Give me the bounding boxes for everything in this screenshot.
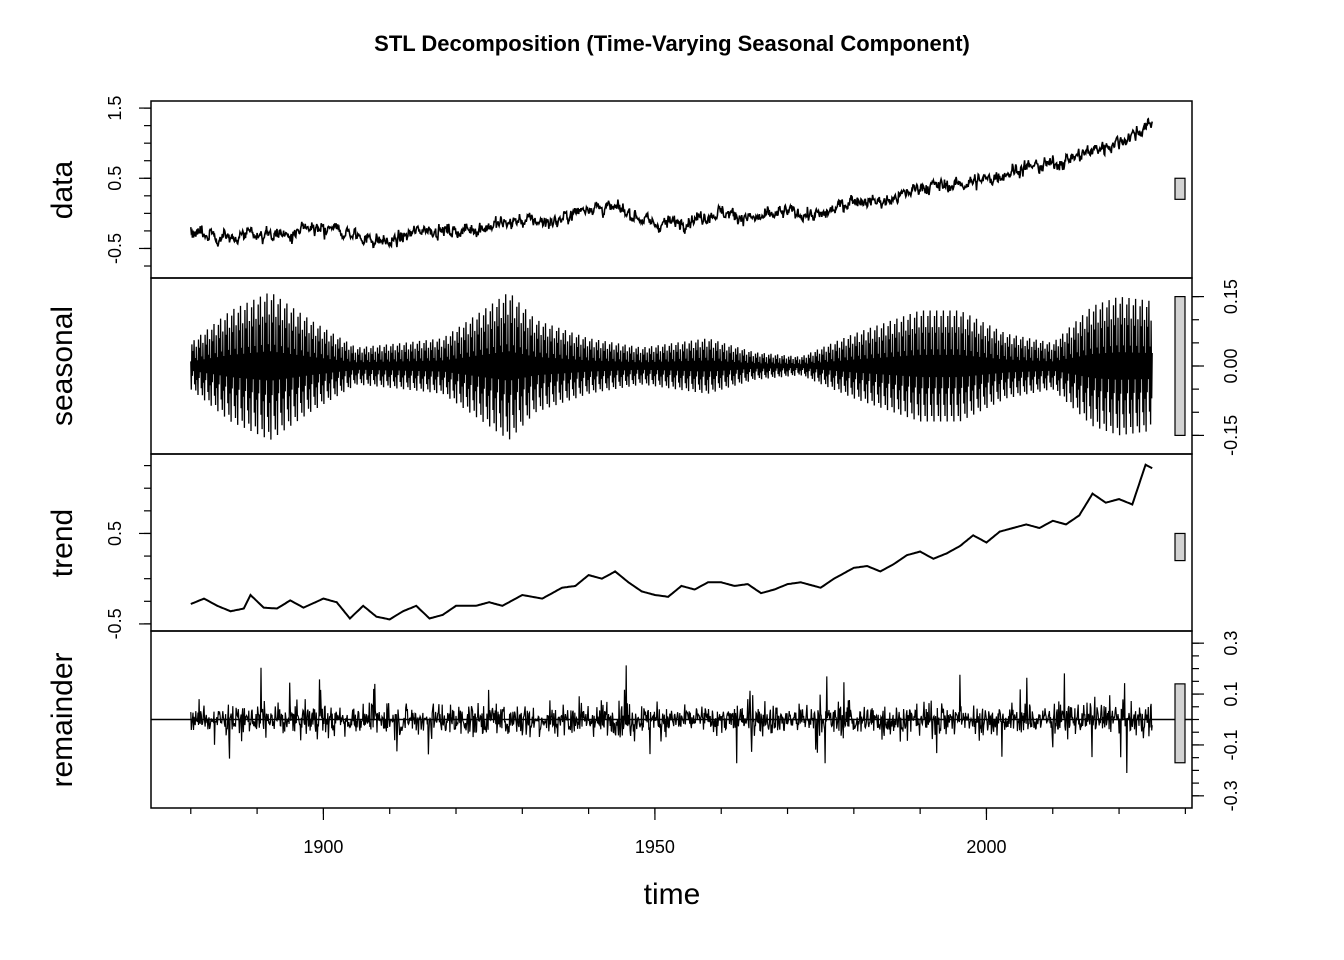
x-axis: 1900 1950 2000	[190, 808, 1186, 857]
panel-data-scale-bar	[1174, 177, 1186, 200]
panel-data-tick-label: 1.5	[105, 96, 125, 121]
panel-remainder-tick-label: -0.3	[1221, 780, 1241, 811]
panel-trend-scale-bar	[1174, 532, 1186, 562]
panel-trend-label: trend	[46, 509, 79, 577]
panel-remainder-scale-bar	[1174, 683, 1186, 764]
seasonal-series-line	[190, 293, 1153, 440]
panel-trend-frame	[150, 453, 1193, 632]
panel-seasonal-y-ticks: -0.15 0.00 0.15	[1192, 279, 1241, 456]
panel-data-tick-label: -0.5	[105, 233, 125, 264]
panel-seasonal-tick-label: -0.15	[1221, 415, 1241, 456]
panel-remainder-tick-label: 0.1	[1221, 682, 1241, 707]
panel-remainder-y-ticks: -0.3 -0.1 0.1 0.3	[1192, 631, 1241, 811]
data-series-line	[190, 117, 1153, 249]
panel-remainder-tick-label: -0.1	[1221, 729, 1241, 760]
panel-remainder-tick-label: 0.3	[1221, 631, 1241, 656]
panel-remainder: remainder -0.3 -0.1 0.1 0.3	[46, 630, 1241, 811]
panel-data-frame	[150, 100, 1193, 279]
panel-trend: trend -0.5 0.5	[46, 453, 1193, 639]
chart-title: STL Decomposition (Time-Varying Seasonal…	[374, 31, 970, 56]
x-axis-tick-label: 1950	[635, 837, 675, 857]
panel-trend-y-ticks: -0.5 0.5	[105, 465, 151, 639]
remainder-series-line	[190, 665, 1153, 774]
panel-seasonal-label: seasonal	[46, 306, 79, 426]
trend-series-line	[190, 463, 1153, 621]
panel-trend-tick-label: 0.5	[105, 521, 125, 546]
x-axis-tick-label: 1900	[303, 837, 343, 857]
panel-trend-tick-label: -0.5	[105, 608, 125, 639]
panel-seasonal: seasonal -0.15 0.00 0.15	[46, 277, 1241, 456]
panel-data: data -0.5 0.5 1.5	[46, 96, 1193, 279]
panel-seasonal-tick-label: 0.15	[1221, 279, 1241, 314]
panel-seasonal-scale-bar	[1174, 296, 1186, 436]
panel-data-y-ticks: -0.5 0.5 1.5	[105, 96, 151, 267]
panel-remainder-label: remainder	[46, 652, 79, 787]
panel-data-label: data	[46, 160, 79, 219]
panel-seasonal-tick-label: 0.00	[1221, 348, 1241, 383]
x-axis-label: time	[644, 878, 701, 911]
panel-data-tick-label: 0.5	[105, 166, 125, 191]
x-axis-tick-label: 2000	[966, 837, 1006, 857]
